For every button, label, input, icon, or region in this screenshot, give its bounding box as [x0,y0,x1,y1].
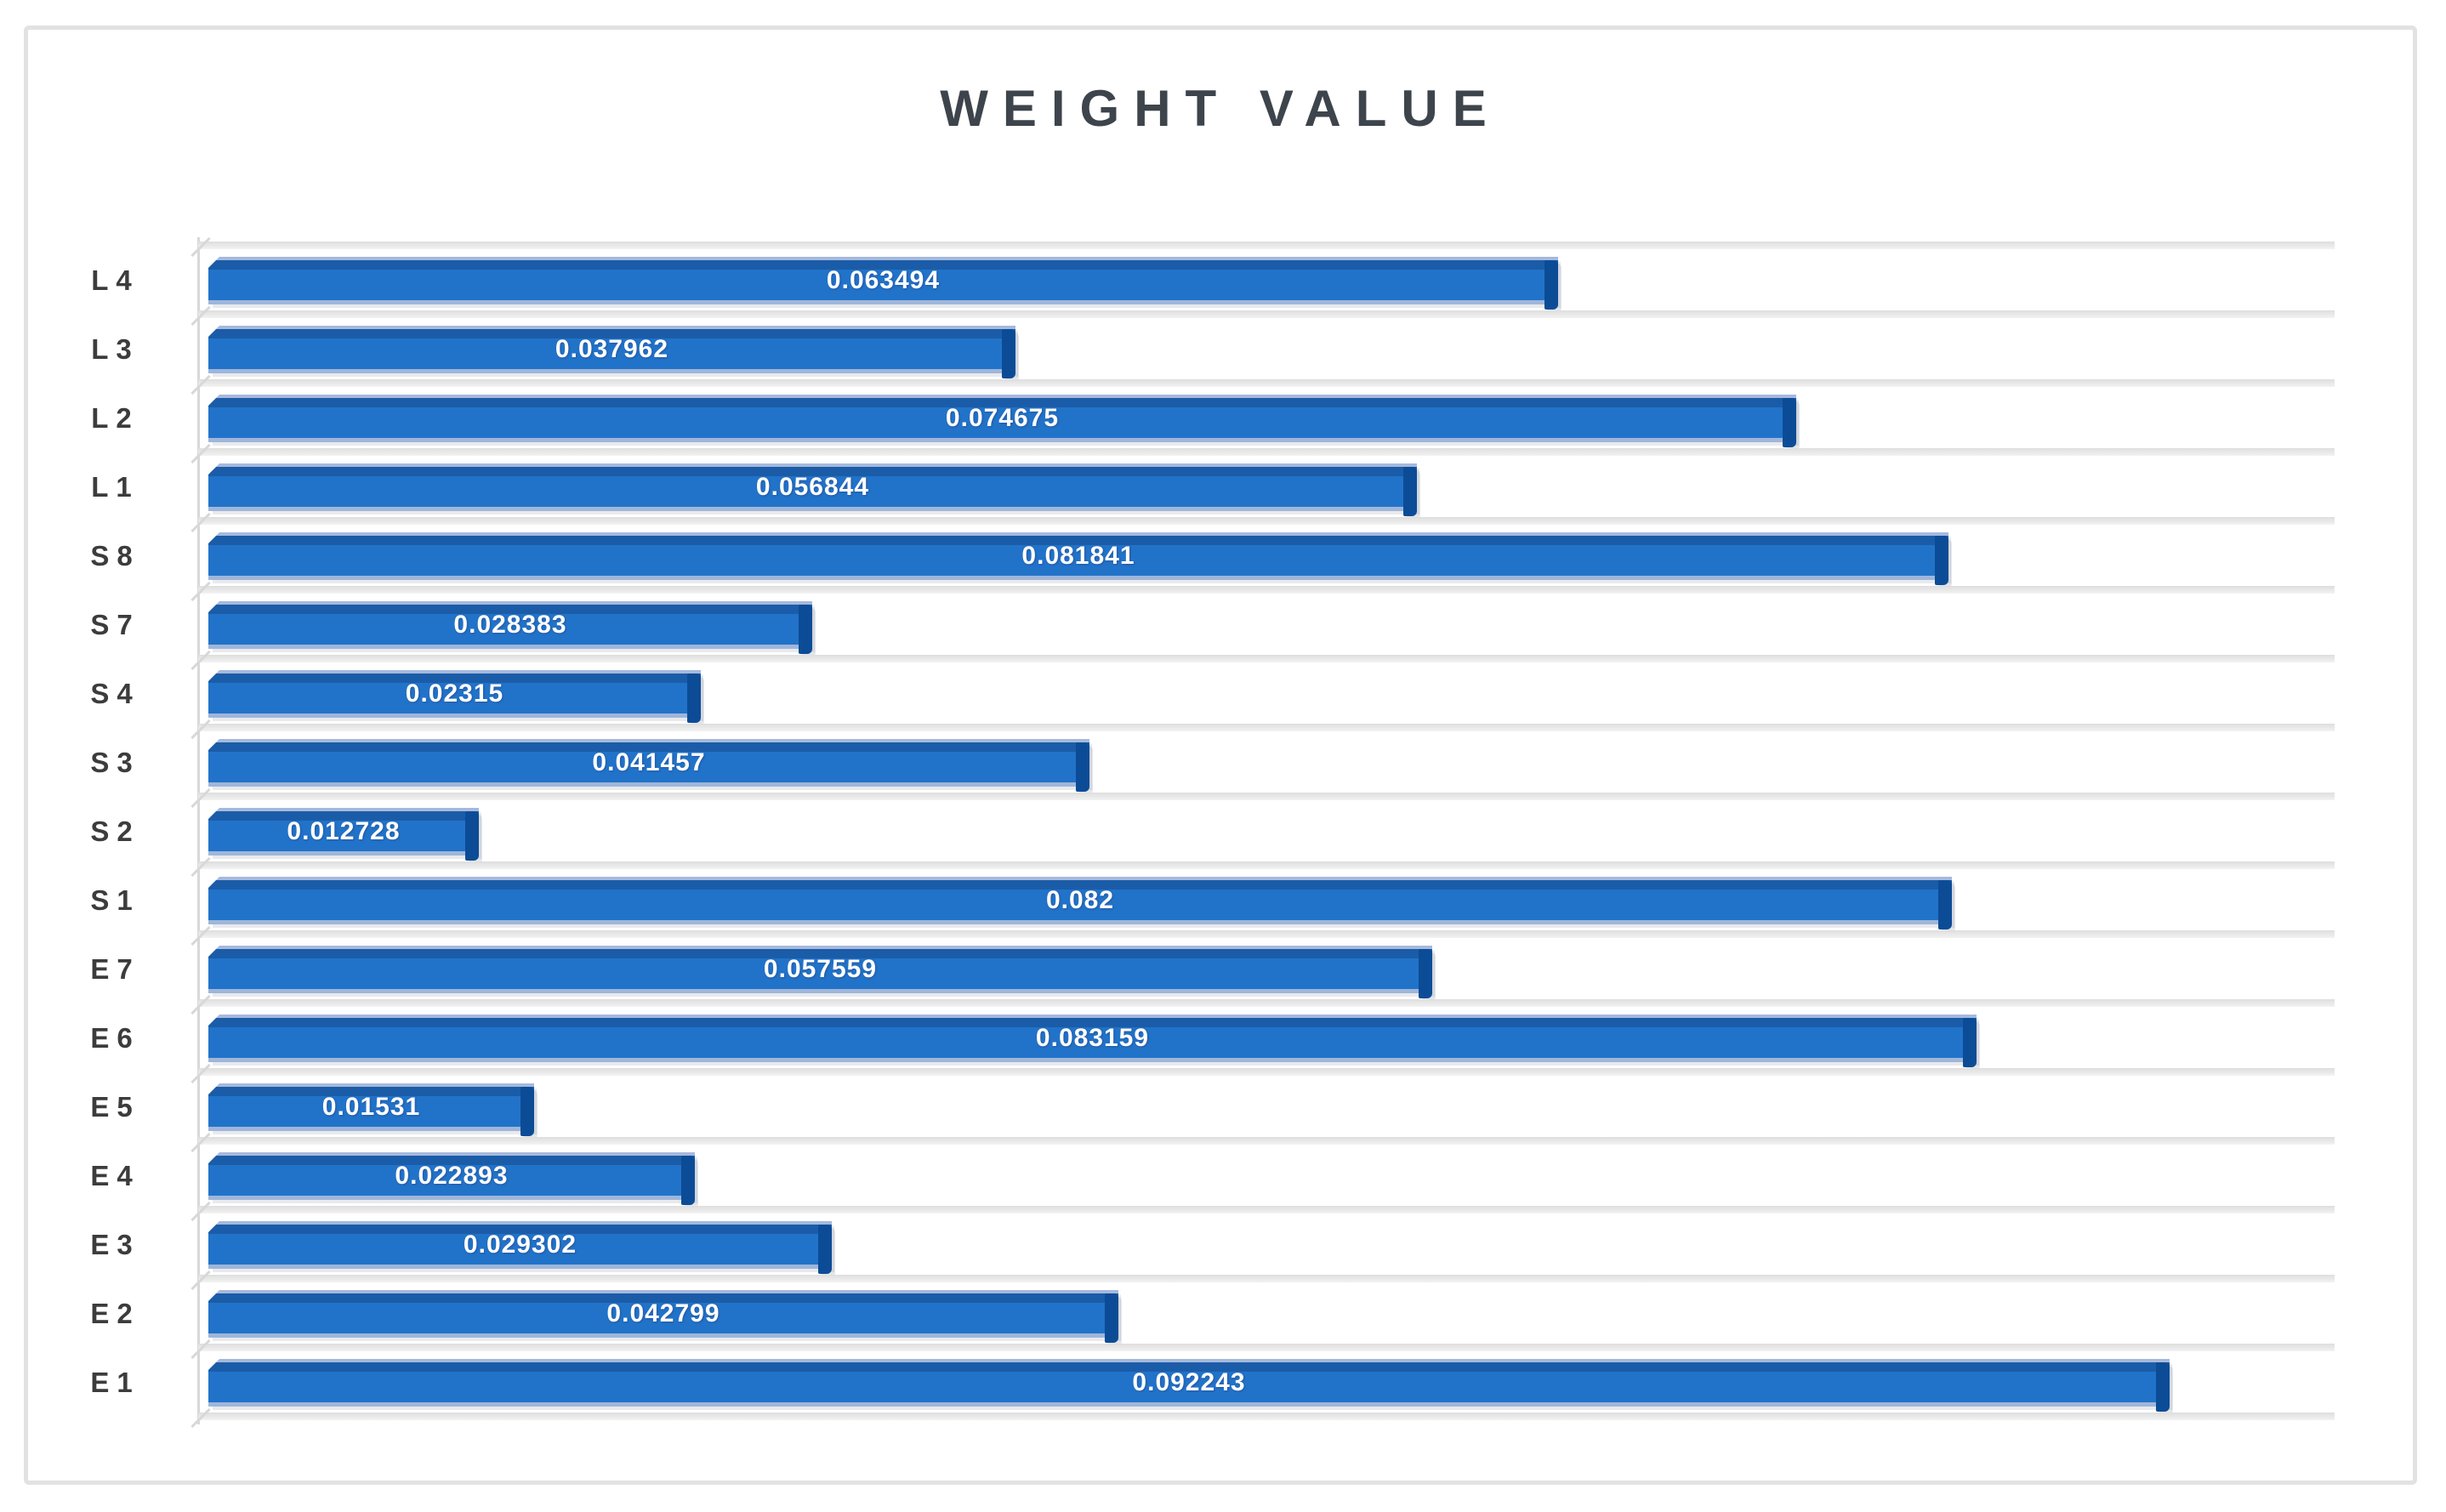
row-separator-line [198,517,2335,525]
bar-value-label: 0.01531 [321,1093,421,1121]
value-bar: 0.081841 [208,532,1948,585]
bar-row: E6 0.083159 [28,1003,2413,1072]
bar-value-label: 0.028383 [453,611,567,639]
bar-value-label: 0.074675 [945,404,1060,432]
bar-row: E7 0.057559 [28,935,2413,1003]
value-bar: 0.057559 [208,946,1432,998]
bar-value-label: 0.083159 [1035,1024,1150,1052]
row-separator-line [198,861,2335,869]
category-label: S7 [90,608,140,640]
row-separator-line [198,1206,2335,1214]
category-label: L4 [91,264,139,296]
value-bar: 0.056844 [208,463,1417,516]
category-label: E6 [90,1021,140,1054]
row-separator-line [198,1344,2335,1351]
value-bar: 0.083159 [208,1015,1977,1067]
row-separator-line [198,1137,2335,1145]
category-label: E1 [90,1366,140,1398]
row-separator-line [198,448,2335,456]
bar-row: L3 0.037962 [28,315,2413,384]
category-label: S3 [90,746,140,778]
bar-row: S7 0.028383 [28,590,2413,659]
category-label: E5 [90,1090,140,1123]
category-label: E4 [90,1159,140,1191]
bar-value-label: 0.041457 [592,748,706,776]
chart-title: WEIGHT VALUE [940,80,1501,137]
bar-value-label: 0.081841 [1021,542,1135,570]
value-bar: 0.022893 [208,1152,695,1205]
value-bar: 0.074675 [208,395,1796,447]
row-separator-line [198,724,2335,731]
bar-row: E4 0.022893 [28,1141,2413,1210]
value-bar: 0.042799 [208,1290,1118,1343]
value-bar: 0.012728 [208,808,479,861]
bar-row: S1 0.082 [28,866,2413,935]
bar-row: E2 0.042799 [28,1279,2413,1348]
value-bar: 0.041457 [208,739,1089,792]
category-label: S4 [90,677,140,709]
category-label: L3 [91,333,139,365]
row-separator-line [198,379,2335,387]
bar-value-label: 0.042799 [606,1299,720,1327]
value-bar: 0.063494 [208,257,1558,310]
value-bar: 0.029302 [208,1221,832,1274]
bar-row: L1 0.056844 [28,452,2413,521]
row-separator-line [198,930,2335,938]
row-separator-line [198,1413,2335,1420]
row-separator-line [198,999,2335,1007]
bar-value-label: 0.02315 [405,679,504,708]
bar-value-label: 0.092243 [1132,1368,1246,1396]
category-label: E7 [90,952,140,985]
bar-value-label: 0.012728 [287,817,401,845]
bar-row: E1 0.092243 [28,1348,2413,1417]
bar-value-label: 0.029302 [463,1231,577,1259]
row-separator-line [198,242,2335,249]
bar-value-label: 0.022893 [395,1162,509,1190]
category-label: S1 [90,884,140,916]
value-bar: 0.028383 [208,601,812,654]
plot-area: L4 0.063494 L3 0.037962 L2 0.074675 L1 0.056844… [28,30,2413,1481]
bar-row: S4 0.02315 [28,659,2413,728]
row-separator-line [198,793,2335,800]
row-separator-line [198,655,2335,662]
value-bar: 0.082 [208,877,1952,929]
axis-wall [197,237,200,1424]
value-bar: 0.037962 [208,326,1015,378]
value-bar: 0.01531 [208,1083,534,1136]
category-label: E3 [90,1228,140,1260]
bar-value-label: 0.057559 [763,955,878,983]
category-label: L2 [91,401,139,434]
category-label: S8 [90,539,140,571]
category-label: L1 [91,470,139,503]
bar-value-label: 0.082 [1045,886,1115,914]
bar-row: S3 0.041457 [28,728,2413,797]
chart-frame: WEIGHT VALUE L4 0.063494 L3 0.037962 L2 0.074… [24,26,2417,1485]
category-label: E2 [90,1297,140,1329]
bar-row: L2 0.074675 [28,384,2413,452]
bar-value-label: 0.063494 [826,266,941,294]
value-bar: 0.02315 [208,670,701,723]
bar-row: E5 0.01531 [28,1072,2413,1141]
category-label: S2 [90,815,140,847]
bar-row: S8 0.081841 [28,521,2413,590]
bar-row: L4 0.063494 [28,246,2413,315]
value-bar: 0.092243 [208,1359,2170,1412]
row-separator-line [198,586,2335,594]
row-separator-line [198,1068,2335,1076]
bar-value-label: 0.037962 [555,335,669,363]
bar-value-label: 0.056844 [755,473,870,501]
bar-row: E3 0.029302 [28,1210,2413,1279]
row-separator-line [198,1275,2335,1282]
bar-row: S2 0.012728 [28,797,2413,866]
row-separator-line [198,310,2335,318]
